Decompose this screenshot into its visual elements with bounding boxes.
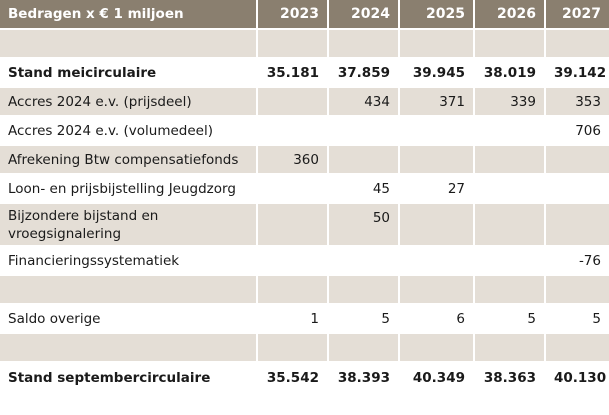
row-value: 706 — [544, 116, 609, 145]
row-value: 434 — [327, 87, 399, 116]
table-row-btw-compensatiefonds: Afrekening Btw compensatiefonds 360 — [0, 145, 609, 174]
row-value: 339 — [473, 87, 545, 116]
row-value — [544, 333, 609, 362]
row-value — [256, 203, 328, 246]
row-value: 50 — [327, 203, 399, 246]
row-value — [327, 116, 399, 145]
table-row-bijzondere-bijstand: Bijzondere bijstand en vroegsignalering … — [0, 203, 609, 246]
row-value — [473, 203, 545, 246]
row-value — [473, 333, 545, 362]
row-label: Accres 2024 e.v. (prijsdeel) — [0, 87, 257, 116]
row-value — [256, 333, 328, 362]
row-value — [398, 29, 474, 58]
row-value: 39.945 — [398, 58, 474, 87]
table-row-accres-prijsdeel: Accres 2024 e.v. (prijsdeel) 434 371 339… — [0, 87, 609, 116]
row-value — [398, 275, 474, 304]
row-value — [398, 116, 474, 145]
row-value: 5 — [327, 304, 399, 333]
row-label: Financieringssystematiek — [0, 246, 257, 275]
header-label: Bedragen x € 1 miljoen — [0, 0, 257, 29]
row-label: Stand septembercirculaire — [0, 362, 257, 392]
row-value: 35.542 — [256, 362, 328, 392]
table-row-saldo-overige: Saldo overige 1 5 6 5 5 — [0, 304, 609, 333]
row-value — [327, 29, 399, 58]
row-value: 40.349 — [398, 362, 474, 392]
row-value: 38.019 — [473, 58, 545, 87]
header-year-2023: 2023 — [256, 0, 328, 29]
header-year-2025: 2025 — [398, 0, 474, 29]
row-label: Bijzondere bijstand en vroegsignalering — [0, 203, 257, 246]
row-value — [544, 145, 609, 174]
row-value: 27 — [398, 174, 474, 203]
row-value — [327, 333, 399, 362]
row-value: 6 — [398, 304, 474, 333]
table-header-row: Bedragen x € 1 miljoen 2023 2024 2025 20… — [0, 0, 609, 29]
row-value: 5 — [473, 304, 545, 333]
row-value — [473, 246, 545, 275]
table-row-stand-meicirculaire: Stand meicirculaire 35.181 37.859 39.945… — [0, 58, 609, 87]
row-value: 38.363 — [473, 362, 545, 392]
row-value: 5 — [544, 304, 609, 333]
row-value: 45 — [327, 174, 399, 203]
row-value — [327, 275, 399, 304]
row-label — [0, 333, 257, 362]
row-value: -76 — [544, 246, 609, 275]
row-value — [473, 116, 545, 145]
row-value: 360 — [256, 145, 328, 174]
row-label: Saldo overige — [0, 304, 257, 333]
row-value — [256, 275, 328, 304]
row-value — [256, 116, 328, 145]
row-value — [473, 275, 545, 304]
row-value: 39.142 — [544, 58, 609, 87]
row-value — [398, 203, 474, 246]
row-value — [256, 246, 328, 275]
row-value — [256, 29, 328, 58]
row-label — [0, 275, 257, 304]
row-value: 1 — [256, 304, 328, 333]
row-value: 371 — [398, 87, 474, 116]
table-row-spacer — [0, 29, 609, 58]
row-value — [473, 145, 545, 174]
row-value — [327, 145, 399, 174]
row-value: 35.181 — [256, 58, 328, 87]
table-row-spacer — [0, 333, 609, 362]
row-label — [0, 29, 257, 58]
row-value — [398, 246, 474, 275]
row-value — [544, 275, 609, 304]
row-value — [398, 145, 474, 174]
row-label: Accres 2024 e.v. (volumedeel) — [0, 116, 257, 145]
row-value: 37.859 — [327, 58, 399, 87]
table-row-spacer — [0, 275, 609, 304]
row-value: 40.130 — [544, 362, 609, 392]
table-row-stand-septembercirculaire: Stand septembercirculaire 35.542 38.393 … — [0, 362, 609, 392]
row-label: Afrekening Btw compensatiefonds — [0, 145, 257, 174]
row-value — [473, 174, 545, 203]
row-value — [256, 174, 328, 203]
row-value: 38.393 — [327, 362, 399, 392]
row-value — [544, 174, 609, 203]
header-year-2024: 2024 — [327, 0, 399, 29]
row-value — [398, 333, 474, 362]
row-value — [544, 29, 609, 58]
table-row-jeugdzorg: Loon- en prijsbijstelling Jeugdzorg 45 2… — [0, 174, 609, 203]
table-row-financieringssystematiek: Financieringssystematiek -76 — [0, 246, 609, 275]
row-value: 353 — [544, 87, 609, 116]
budget-table: Bedragen x € 1 miljoen 2023 2024 2025 20… — [0, 0, 609, 392]
row-label: Stand meicirculaire — [0, 58, 257, 87]
row-value — [256, 87, 328, 116]
row-value — [473, 29, 545, 58]
row-label: Loon- en prijsbijstelling Jeugdzorg — [0, 174, 257, 203]
row-value — [544, 203, 609, 246]
row-value — [327, 246, 399, 275]
table-row-accres-volumedeel: Accres 2024 e.v. (volumedeel) 706 — [0, 116, 609, 145]
header-year-2026: 2026 — [473, 0, 545, 29]
header-year-2027: 2027 — [544, 0, 609, 29]
